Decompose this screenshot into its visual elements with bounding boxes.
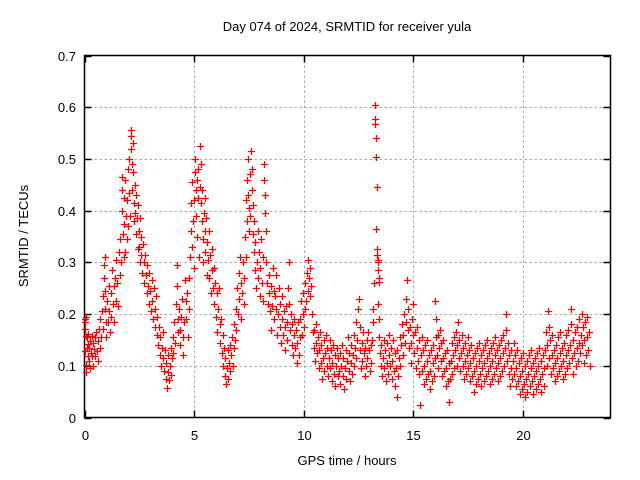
y-tick-labels: 0 0.1 0.2 0.3 0.4 0.5 0.6 0.7 xyxy=(58,49,76,426)
y-tick-label: 0.6 xyxy=(58,100,76,115)
plot-border xyxy=(83,54,612,419)
y-tick-label: 0 xyxy=(69,411,76,426)
axis-ticks xyxy=(84,55,611,420)
x-tick-label: 5 xyxy=(191,428,198,443)
chart-title: Day 074 of 2024, SRMTID for receiver yul… xyxy=(223,19,472,34)
y-tick-label: 0.1 xyxy=(58,359,76,374)
x-tick-label: 15 xyxy=(406,428,420,443)
grid-lines xyxy=(84,55,611,418)
y-tick-label: 0.7 xyxy=(58,49,76,64)
y-axis-label: SRMTID / TECUs xyxy=(16,184,31,287)
y-tick-label: 0.4 xyxy=(58,204,76,219)
x-axis-label: GPS time / hours xyxy=(298,453,397,468)
y-tick-label: 0.3 xyxy=(58,255,76,270)
x-tick-labels: 0 5 10 15 20 xyxy=(82,428,531,443)
x-tick-label: 10 xyxy=(297,428,311,443)
y-tick-label: 0.2 xyxy=(58,307,76,322)
x-tick-label: 20 xyxy=(516,428,530,443)
y-tick-label: 0.5 xyxy=(58,152,76,167)
x-tick-label: 0 xyxy=(82,428,89,443)
data-points xyxy=(82,102,594,409)
